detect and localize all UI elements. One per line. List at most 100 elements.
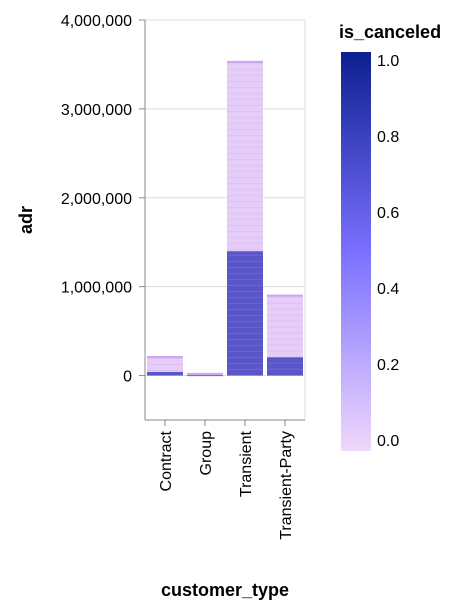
- bar-segment-not-canceled: [227, 60, 263, 252]
- bar-record-stripe: [267, 302, 303, 304]
- bar-record-stripe: [227, 290, 263, 292]
- bar-record-stripe: [227, 308, 263, 310]
- legend-tick-label: 0.2: [377, 357, 399, 374]
- x-axis-title: customer_type: [161, 580, 289, 600]
- x-tick-label: Contract: [158, 430, 175, 491]
- y-tick-label: 0: [123, 369, 132, 386]
- bar-record-stripe: [227, 254, 263, 256]
- bar-record-stripe: [227, 158, 263, 160]
- bar-record-stripe: [227, 152, 263, 154]
- legend-tick-label: 1.0: [377, 53, 399, 70]
- y-axis-ticks: 0 1,000,000 2,000,000 3,000,000 4,000,000: [61, 13, 145, 386]
- bar-record-stripe: [227, 176, 263, 178]
- bar-record-stripe: [227, 236, 263, 238]
- x-tick-label: Transient: [238, 430, 255, 497]
- bar-record-stripe: [227, 326, 263, 328]
- bar-record-stripe: [227, 332, 263, 334]
- bar-record-stripe: [267, 314, 303, 316]
- bar-record-stripe: [227, 200, 263, 202]
- bar-record-stripe: [227, 122, 263, 124]
- bar-record-stripe: [227, 224, 263, 226]
- bar-record-stripe: [227, 260, 263, 262]
- bar-record-stripe: [227, 74, 263, 76]
- bar-segment-canceled: [227, 251, 263, 376]
- y-tick-label: 2,000,000: [61, 191, 132, 208]
- bar-record-stripe: [267, 308, 303, 310]
- bar-record-stripe: [227, 116, 263, 118]
- bar-record-stripe: [227, 212, 263, 214]
- bar-record-stripe: [227, 284, 263, 286]
- bar-record-stripe: [227, 140, 263, 142]
- y-tick-label: 4,000,000: [61, 13, 132, 30]
- bar-top-edge: [227, 60, 263, 63]
- bar-record-stripe: [227, 278, 263, 280]
- bar-record-stripe: [227, 242, 263, 244]
- bar-record-stripe: [227, 350, 263, 352]
- legend-gradient-bar: [341, 52, 371, 451]
- bar-record-stripe: [267, 368, 303, 370]
- bar-record-stripe: [227, 356, 263, 358]
- bar-segment-canceled: [147, 372, 183, 376]
- bar-record-stripe: [147, 364, 183, 365]
- bar-record-stripe: [267, 344, 303, 346]
- bar-top-edge: [267, 294, 303, 297]
- bar-record-stripe: [227, 92, 263, 94]
- bar-record-stripe: [227, 314, 263, 316]
- bar-record-stripe: [227, 134, 263, 136]
- y-axis-title: adr: [16, 206, 36, 234]
- bar-record-stripe: [147, 370, 183, 371]
- x-tick-label: Transient-Party: [278, 431, 295, 540]
- bar-record-stripe: [267, 296, 303, 298]
- legend-tick-label: 0.6: [377, 205, 399, 222]
- bar-record-stripe: [267, 356, 303, 358]
- bar-top-edge: [147, 356, 183, 358]
- bar-record-stripe: [267, 320, 303, 322]
- bar-record-stripe: [227, 368, 263, 370]
- bar-record-stripe: [267, 338, 303, 340]
- bar-record-stripe: [227, 104, 263, 106]
- bar-record-stripe: [267, 350, 303, 352]
- bar-record-stripe: [227, 164, 263, 166]
- bar-record-stripe: [227, 62, 263, 64]
- bar-segment-canceled: [187, 375, 223, 377]
- bar-record-stripe: [227, 170, 263, 172]
- bar-record-stripe: [227, 302, 263, 304]
- color-legend: is_canceled 0.0 0.2 0.4 0.6 0.8 1.0: [339, 22, 441, 451]
- x-tick-label: Group: [198, 431, 215, 476]
- bar-record-stripe: [227, 128, 263, 130]
- y-tick-label: 3,000,000: [61, 102, 132, 119]
- bars: [147, 60, 303, 377]
- bar-segment-not-canceled: [267, 294, 303, 357]
- bar-record-stripe: [227, 266, 263, 268]
- legend-tick-label: 0.4: [377, 281, 399, 298]
- bar-record-stripe: [227, 98, 263, 100]
- bar-record-stripe: [227, 248, 263, 250]
- bar-record-stripe: [227, 86, 263, 88]
- bar-record-stripe: [227, 206, 263, 208]
- bar-top-edge: [187, 372, 223, 375]
- bar-record-stripe: [227, 188, 263, 190]
- legend-title: is_canceled: [339, 22, 441, 42]
- legend-tick-label: 0.8: [377, 129, 399, 146]
- bar-record-stripe: [227, 182, 263, 184]
- bar-record-stripe: [267, 332, 303, 334]
- bar-record-stripe: [227, 344, 263, 346]
- bar-record-stripe: [227, 272, 263, 274]
- bar-record-stripe: [227, 320, 263, 322]
- legend-ticks: 0.0 0.2 0.4 0.6 0.8 1.0: [377, 53, 399, 450]
- bar-record-stripe: [267, 362, 303, 364]
- y-tick-label: 1,000,000: [61, 280, 132, 297]
- bar-record-stripe: [227, 362, 263, 364]
- bar-record-stripe: [227, 80, 263, 82]
- bar-segment-canceled: [267, 356, 303, 376]
- bar-record-stripe: [227, 338, 263, 340]
- legend-tick-label: 0.0: [377, 433, 399, 450]
- bar-record-stripe: [227, 68, 263, 70]
- x-axis-ticks: Contract Group Transient Transient-Party: [158, 420, 295, 540]
- bar-record-stripe: [227, 146, 263, 148]
- bar-record-stripe: [227, 230, 263, 232]
- bar-record-stripe: [147, 358, 183, 359]
- bar-record-stripe: [227, 194, 263, 196]
- bar-record-stripe: [227, 218, 263, 220]
